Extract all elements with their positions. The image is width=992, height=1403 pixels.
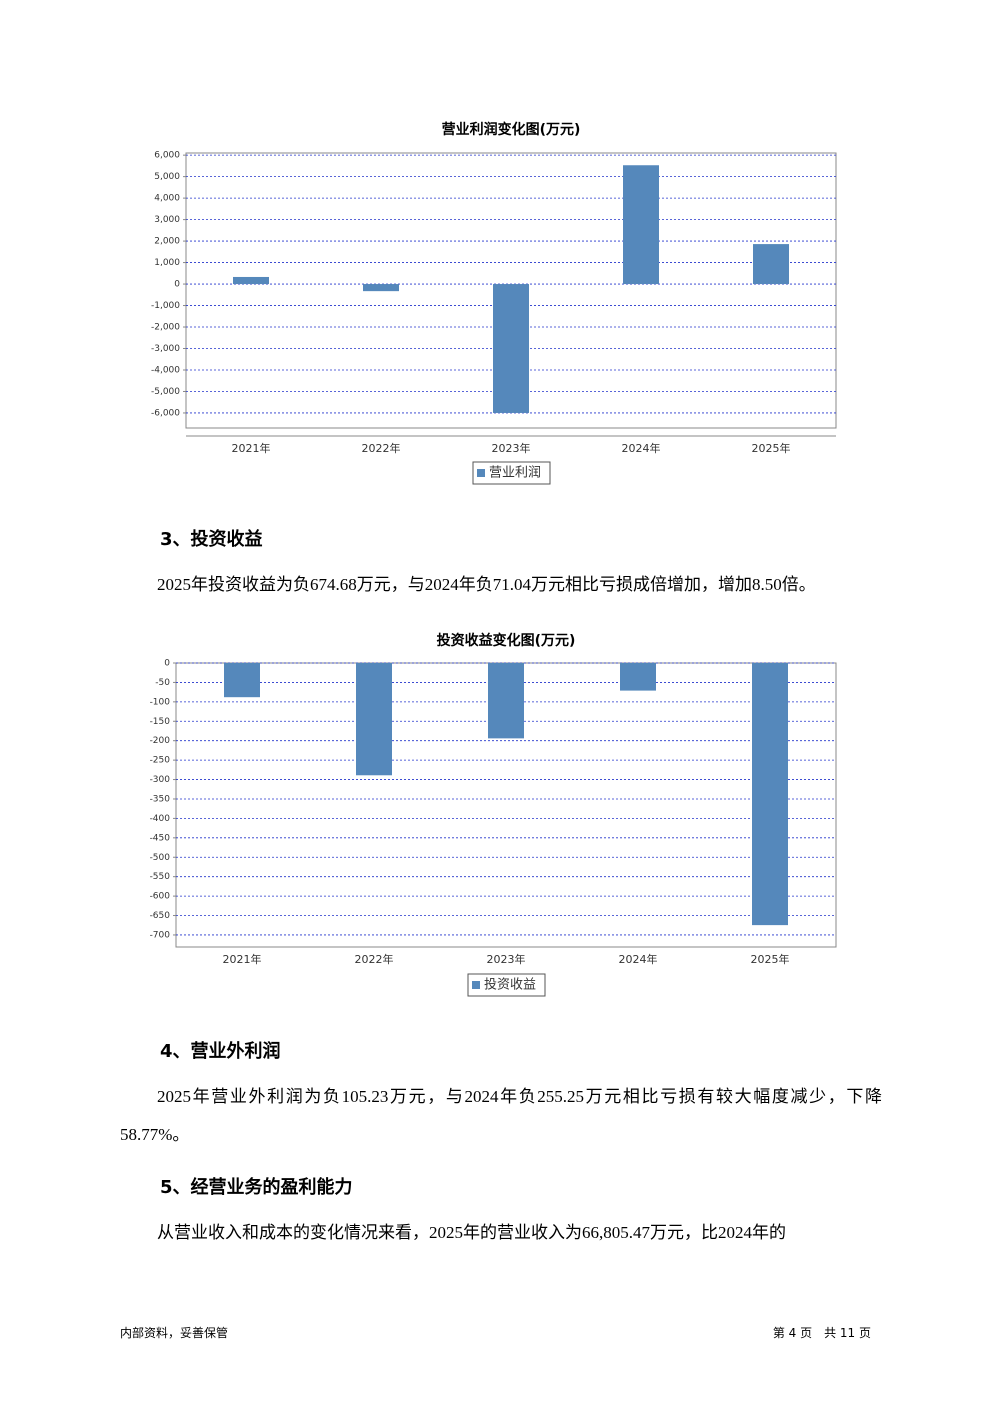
x-tick-label: 2022年 — [362, 441, 401, 455]
legend-label: 投资收益 — [484, 977, 536, 993]
y-tick-label: -250 — [150, 756, 171, 766]
legend-box — [467, 973, 546, 997]
y-tick-label: -1,000 — [151, 301, 180, 311]
y-tick-label: -4,000 — [151, 365, 180, 375]
y-tick-label: -400 — [150, 814, 171, 824]
y-tick-label: -2,000 — [151, 323, 180, 333]
y-tick-label: -600 — [150, 892, 171, 902]
x-tick-label: 2021年 — [223, 952, 262, 966]
y-tick-label: -3,000 — [151, 344, 180, 354]
bar — [233, 276, 269, 285]
y-tick-label: -6,000 — [151, 408, 180, 418]
y-tick-label: 6,000 — [154, 151, 180, 161]
bar — [488, 663, 524, 739]
x-tick-label: 2023年 — [492, 441, 531, 455]
chart-title: 投资收益变化图(万元) — [437, 632, 576, 649]
footer-right: 第 4 页 共 11 页 — [772, 1326, 871, 1340]
y-tick-label: -350 — [150, 794, 171, 804]
chart-title: 营业利润变化图(万元) — [442, 121, 581, 138]
y-tick-label: -700 — [150, 930, 171, 940]
y-tick-label: 3,000 — [154, 215, 180, 225]
legend-swatch — [472, 981, 480, 989]
bar — [620, 663, 656, 691]
bar — [753, 244, 789, 285]
y-tick-label: 1,000 — [154, 258, 180, 268]
y-tick-label: -450 — [150, 833, 171, 843]
x-tick-label: 2024年 — [622, 441, 661, 455]
x-tick-label: 2021年 — [232, 441, 271, 455]
legend-label: 营业利润 — [489, 466, 541, 481]
section-heading: 4、营业外利润 — [160, 1041, 281, 1062]
bar — [363, 284, 399, 292]
paragraph: 2025年投资收益为负674.68万元，与2024年负71.04万元相比亏损成倍… — [157, 575, 816, 594]
x-tick-label: 2025年 — [752, 441, 791, 455]
y-tick-label: -300 — [150, 775, 171, 785]
legend-swatch — [477, 469, 485, 477]
y-tick-label: 2,000 — [154, 237, 180, 247]
section-heading: 5、经营业务的盈利能力 — [160, 1177, 353, 1198]
x-tick-label: 2024年 — [619, 952, 658, 966]
y-tick-label: -500 — [150, 853, 171, 863]
y-tick-label: -650 — [150, 911, 171, 921]
y-tick-label: 0 — [164, 659, 170, 669]
paragraph: 2025年营业外利润为负105.23万元，与2024年负255.25万元相比亏损… — [120, 1087, 882, 1144]
y-tick-label: -50 — [155, 678, 170, 688]
x-tick-label: 2022年 — [355, 952, 394, 966]
bar — [224, 663, 260, 698]
y-tick-label: 5,000 — [154, 172, 180, 182]
y-tick-label: -200 — [150, 736, 171, 746]
footer-left: 内部资料，妥善保管 — [120, 1326, 229, 1340]
paragraph: 从营业收入和成本的变化情况来看，2025年的营业收入为66,805.47万元，比… — [157, 1223, 786, 1242]
y-tick-label: 4,000 — [154, 194, 180, 204]
section-heading: 3、投资收益 — [160, 529, 263, 550]
x-tick-label: 2025年 — [751, 952, 790, 966]
bar — [752, 663, 788, 926]
y-tick-label: -5,000 — [151, 387, 180, 397]
legend-box — [472, 461, 551, 485]
bar — [493, 284, 529, 413]
bar — [356, 663, 392, 776]
bar — [623, 165, 659, 285]
x-tick-label: 2023年 — [487, 952, 526, 966]
y-tick-label: 0 — [174, 280, 180, 290]
y-tick-label: -100 — [150, 697, 171, 707]
y-tick-label: -150 — [150, 717, 171, 727]
y-tick-label: -550 — [150, 872, 171, 882]
